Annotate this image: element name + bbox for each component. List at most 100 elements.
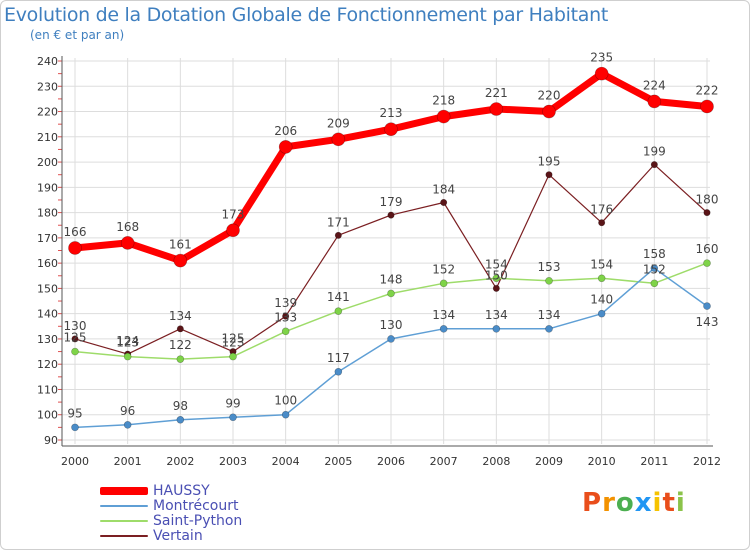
data-point-montr-court	[492, 325, 501, 333]
data-point-vertain	[492, 284, 500, 292]
legend-item: Vertain	[100, 529, 242, 544]
data-point-haussy	[384, 122, 398, 137]
data-label-saint-python: 123	[222, 336, 245, 350]
data-label-montr-court: 98	[173, 399, 188, 413]
data-label-haussy: 206	[274, 124, 297, 138]
x-tick-label: 2004	[272, 455, 300, 468]
logo-letter: t	[662, 488, 676, 518]
data-point-haussy	[331, 132, 346, 147]
y-tick-label: 100	[37, 409, 58, 422]
data-point-saint-python	[229, 352, 237, 361]
logo-letter: i	[652, 488, 663, 518]
x-tick-label: 2002	[166, 455, 194, 468]
y-tick-label: 220	[37, 106, 58, 119]
data-point-haussy	[278, 140, 293, 154]
data-label-haussy: 224	[643, 78, 666, 92]
legend-label-saint-python: Saint-Python	[153, 513, 243, 529]
data-label-vertain: 125	[222, 332, 245, 346]
data-label-saint-python: 152	[643, 262, 666, 276]
y-tick-label: 210	[37, 131, 58, 144]
data-point-saint-python	[492, 274, 501, 283]
data-point-montr-court	[123, 421, 132, 429]
data-label-saint-python: 160	[696, 242, 719, 256]
data-label-montr-court: 130	[380, 318, 403, 332]
legend-label-vertain: Vertain	[153, 528, 203, 544]
x-tick-label: 2010	[588, 455, 616, 468]
data-label-montr-court: 134	[432, 308, 455, 322]
axes: 90 100 110 120 130 140 150 160 170 180 190 200 210 22…	[37, 55, 721, 468]
data-point-vertain	[703, 209, 711, 217]
data-label-haussy: 209	[327, 116, 350, 130]
x-tick-label: 2000	[61, 455, 89, 468]
data-label-montr-court: 134	[538, 308, 561, 322]
data-point-vertain	[545, 171, 553, 179]
y-tick-label: 180	[37, 207, 58, 220]
data-label-montr-court: 100	[274, 394, 297, 408]
data-label-vertain: 171	[327, 215, 350, 229]
data-point-montr-court	[334, 367, 343, 376]
data-point-saint-python	[71, 347, 79, 356]
data-point-saint-python	[650, 279, 659, 288]
data-point-vertain	[440, 198, 448, 206]
data-label-montr-court: 143	[696, 315, 719, 329]
legend-swatch-vertain	[100, 535, 148, 537]
data-label-saint-python: 125	[64, 331, 87, 345]
data-label-saint-python: 154	[590, 257, 613, 271]
data-label-haussy: 168	[116, 220, 139, 234]
data-label-haussy: 166	[64, 225, 87, 239]
y-tick-label: 200	[37, 156, 58, 169]
data-label-vertain: 124	[116, 334, 139, 348]
data-label-haussy: 213	[380, 106, 403, 120]
data-point-montr-court	[281, 410, 290, 419]
data-point-haussy	[700, 99, 714, 114]
logo-letter: i	[675, 488, 686, 518]
x-tick-label: 2006	[377, 455, 405, 468]
proxiti-logo: Proxiti	[582, 488, 686, 518]
y-tick-label: 90	[44, 434, 58, 447]
logo-letter: P	[582, 488, 603, 518]
legend-label-montrecourt: Montrécourt	[153, 498, 239, 514]
y-tick-label: 240	[37, 55, 58, 68]
data-label-montr-court: 95	[67, 406, 82, 420]
data-point-vertain	[598, 219, 606, 227]
data-label-vertain: 176	[590, 203, 613, 217]
data-point-saint-python	[597, 274, 606, 283]
series-lines	[68, 66, 714, 432]
data-label-vertain: 184	[432, 182, 455, 196]
x-tick-label: 2008	[482, 455, 510, 468]
data-labels: 130 124 134 125 139 171 179 184 150 195 176 199 180 1…	[64, 51, 719, 421]
data-label-haussy: 173	[222, 207, 245, 221]
data-point-haussy	[647, 94, 662, 109]
data-point-montr-court	[176, 415, 185, 424]
logo-letter: r	[602, 488, 616, 518]
x-tick-label: 2011	[640, 455, 668, 468]
data-point-saint-python	[123, 352, 132, 361]
data-point-vertain	[71, 335, 79, 343]
data-label-saint-python: 122	[169, 338, 192, 352]
y-tick-label: 170	[37, 232, 58, 245]
data-point-saint-python	[439, 279, 448, 288]
data-point-haussy	[542, 104, 556, 119]
data-point-montr-court	[703, 302, 711, 310]
data-label-saint-python: 141	[327, 290, 350, 304]
y-tick-label: 110	[37, 383, 58, 396]
data-label-haussy: 220	[538, 89, 561, 103]
y-tick-label: 120	[37, 358, 58, 371]
data-label-vertain: 139	[274, 296, 297, 310]
data-point-montr-court	[229, 413, 237, 422]
data-point-vertain	[282, 312, 290, 320]
data-point-haussy	[436, 109, 451, 124]
data-label-vertain: 150	[485, 268, 508, 282]
data-point-montr-court	[387, 335, 395, 343]
y-tick-label: 230	[37, 80, 58, 93]
data-point-montr-court	[439, 325, 448, 333]
data-point-saint-python	[334, 307, 343, 315]
data-label-saint-python: 154	[485, 257, 508, 271]
legend: HAUSSY Montrécourt Saint-Python Vertain	[100, 484, 242, 544]
data-point-saint-python	[703, 259, 711, 267]
data-label-haussy: 235	[590, 51, 613, 65]
data-label-vertain: 134	[169, 309, 192, 323]
legend-item: Montrécourt	[100, 499, 242, 514]
data-label-montr-court: 117	[327, 351, 350, 365]
